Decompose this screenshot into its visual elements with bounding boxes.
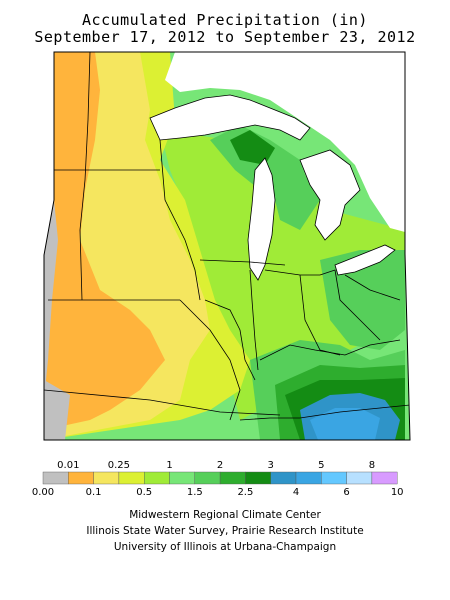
legend-label-bottom-2: 0.1 (85, 487, 102, 498)
legend-swatch-12 (346, 471, 373, 485)
legend-swatch-13 (371, 471, 398, 485)
legend-label-bottom-0: 0.00 (31, 487, 55, 498)
lake-superior (149, 94, 311, 141)
legend-swatch-1 (68, 471, 94, 485)
legend-label-top-1: 0.01 (57, 460, 80, 471)
credit-line3: University of Illinois at Urbana-Champai… (113, 541, 337, 553)
legend-label-bottom-4: 0.5 (136, 487, 153, 498)
map-frame (43, 51, 411, 441)
map-domain (44, 52, 410, 440)
precip-area-extreme (310, 408, 380, 440)
lake-michigan (247, 157, 276, 281)
legend-label-top-11: 5 (318, 460, 325, 471)
lake-huron (299, 149, 361, 241)
legend-label-bottom-12: 6 (343, 487, 350, 498)
legend-label-top-9: 3 (267, 460, 274, 471)
color-legend (42, 471, 398, 485)
precip-area-wet-michigan (270, 175, 320, 230)
precip-area-wet-ohio (320, 250, 405, 350)
legend-swatch-6 (194, 471, 221, 485)
legend-swatch-3 (118, 471, 145, 485)
precip-area-trace-sw (44, 380, 70, 440)
legend-label-top-3: 0.25 (107, 460, 131, 471)
credit-line2: Illinois State Water Survey, Prairie Res… (86, 525, 364, 537)
legend-label-top-7: 2 (216, 460, 224, 471)
legend-swatch-11 (321, 471, 347, 485)
precip-area-heavy-up (230, 130, 275, 165)
legend-swatch-0 (42, 471, 69, 485)
legend-swatch-2 (93, 471, 120, 485)
legend-swatch-9 (270, 471, 297, 485)
legend-swatch-7 (219, 471, 246, 485)
legend-label-bottom-8: 2.5 (237, 487, 254, 498)
legend-swatch-10 (295, 471, 322, 485)
legend-label-bottom-14: 10 (390, 487, 404, 498)
canada-region (165, 52, 405, 232)
precip-area-light (44, 52, 165, 430)
state-borders (44, 52, 410, 421)
map-title-line2: September 17, 2012 to September 23, 2012 (34, 28, 416, 46)
legend-swatch-4 (143, 471, 170, 485)
legend-label-bottom-10: 4 (292, 487, 300, 498)
map-title-line1: Accumulated Precipitation (in) (82, 11, 368, 29)
lake-erie (334, 244, 396, 276)
legend-label-top-5: 1 (166, 460, 173, 471)
credit-line1: Midwestern Regional Climate Center (129, 509, 321, 521)
legend-swatch-5 (169, 471, 195, 485)
legend-label-top-13: 8 (368, 460, 376, 471)
legend-label-bottom-6: 1.5 (186, 487, 203, 498)
legend-swatch-8 (245, 471, 271, 485)
